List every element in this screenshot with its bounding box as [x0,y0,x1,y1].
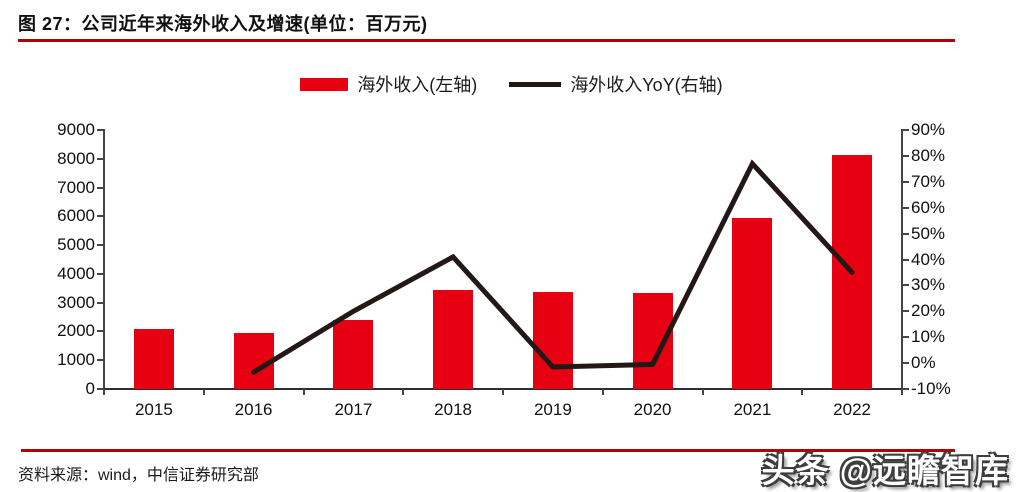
left-axis-tick [97,330,104,333]
x-axis-tick [502,389,504,395]
legend-label-yoy: 海外收入YoY(右轴) [570,75,723,95]
left-axis-tick [97,388,104,390]
x-axis-label-2020: 2020 [633,400,672,419]
left-axis-tick-label: 2000 [57,321,95,341]
right-axis-tick [902,284,909,287]
title-divider [18,39,955,42]
right-axis-tick-label: 90% [911,120,946,139]
watermark: 头条 @远瞻智库 [761,452,1009,489]
legend-label-revenue: 海外收入(左轴) [357,75,478,95]
right-axis-tick [902,362,909,365]
right-axis-tick [902,336,909,339]
figure-title: 图 27：公司近年来海外收入及增速(单位：百万元) [18,14,428,34]
revenue-bar-2021 [732,218,773,389]
x-axis-tick [801,389,804,395]
right-axis-tick [902,154,909,157]
legend-bar-swatch [300,77,349,91]
x-axis-tick [302,389,305,395]
left-axis-tick [97,129,104,131]
x-axis-label-2022: 2022 [833,400,872,419]
left-axis-tick [97,301,104,304]
right-axis-tick-label: 70% [911,171,946,191]
right-axis-tick [902,258,909,261]
x-axis-label-2021: 2021 [733,400,772,419]
left-axis-tick-label: 3000 [57,292,95,312]
left-axis-tick-label: 4000 [57,263,95,283]
left-axis-tick-label: 6000 [57,206,95,226]
revenue-bar-2015 [133,328,174,389]
revenue-bar-2018 [433,290,474,389]
left-axis-tick-label: 9000 [57,120,95,139]
x-axis-label-2017: 2017 [334,400,373,419]
right-axis-tick-label: 60% [911,197,946,217]
revenue-bar-2016 [233,332,274,389]
left-axis-tick-label: 1000 [57,350,95,370]
left-axis-tick-label: 8000 [57,148,95,168]
x-axis-tick [202,389,205,395]
legend-item-revenue: 海外收入(左轴) [300,71,477,97]
right-axis-tick-label: -10% [911,379,951,398]
right-axis-tick-label: 40% [911,249,946,269]
right-axis-tick [902,388,909,390]
right-axis-tick-label: 80% [911,145,946,165]
x-axis-tick [601,389,604,395]
right-axis-tick [902,310,909,313]
left-axis-tick-label: 5000 [57,235,95,255]
x-axis-tick [402,389,405,395]
chart-legend: 海外收入(左轴) 海外收入YoY(右轴) [0,71,1023,97]
right-axis-tick-label: 50% [911,223,946,243]
revenue-bar-2019 [532,292,573,389]
x-axis-label-2018: 2018 [434,400,473,419]
left-axis-tick [97,186,104,189]
left-y-axis-line [103,129,105,389]
legend-line-swatch [509,81,562,87]
x-axis-tick [103,389,105,395]
left-axis-tick-label: 0 [85,379,95,398]
x-axis-label-2016: 2016 [234,400,273,419]
x-axis-tick [901,389,903,395]
x-axis-label-2015: 2015 [134,400,173,419]
right-axis-tick-label: 0% [911,353,936,373]
left-axis-tick [97,244,104,247]
right-axis-tick [902,180,909,183]
left-axis-tick [97,157,104,160]
revenue-bar-2017 [333,319,374,389]
legend-item-yoy: 海外收入YoY(右轴) [509,71,723,97]
left-axis-tick [97,215,104,218]
footer-divider [21,449,955,452]
x-axis-label-2019: 2019 [533,400,572,419]
x-axis-tick [701,389,704,395]
revenue-bar-2022 [832,155,873,389]
left-axis-tick [97,359,104,362]
right-axis-tick [902,206,909,209]
right-axis-tick-label: 30% [911,275,946,295]
right-axis-tick [902,129,909,131]
left-axis-tick [97,272,104,275]
right-axis-tick-label: 20% [911,301,946,321]
right-axis-tick [902,232,909,235]
right-axis-tick-label: 10% [911,327,946,347]
left-axis-tick-label: 7000 [57,177,95,197]
revenue-bar-2020 [632,292,673,389]
source-note: 资料来源：wind，中信证券研究部 [18,467,259,484]
